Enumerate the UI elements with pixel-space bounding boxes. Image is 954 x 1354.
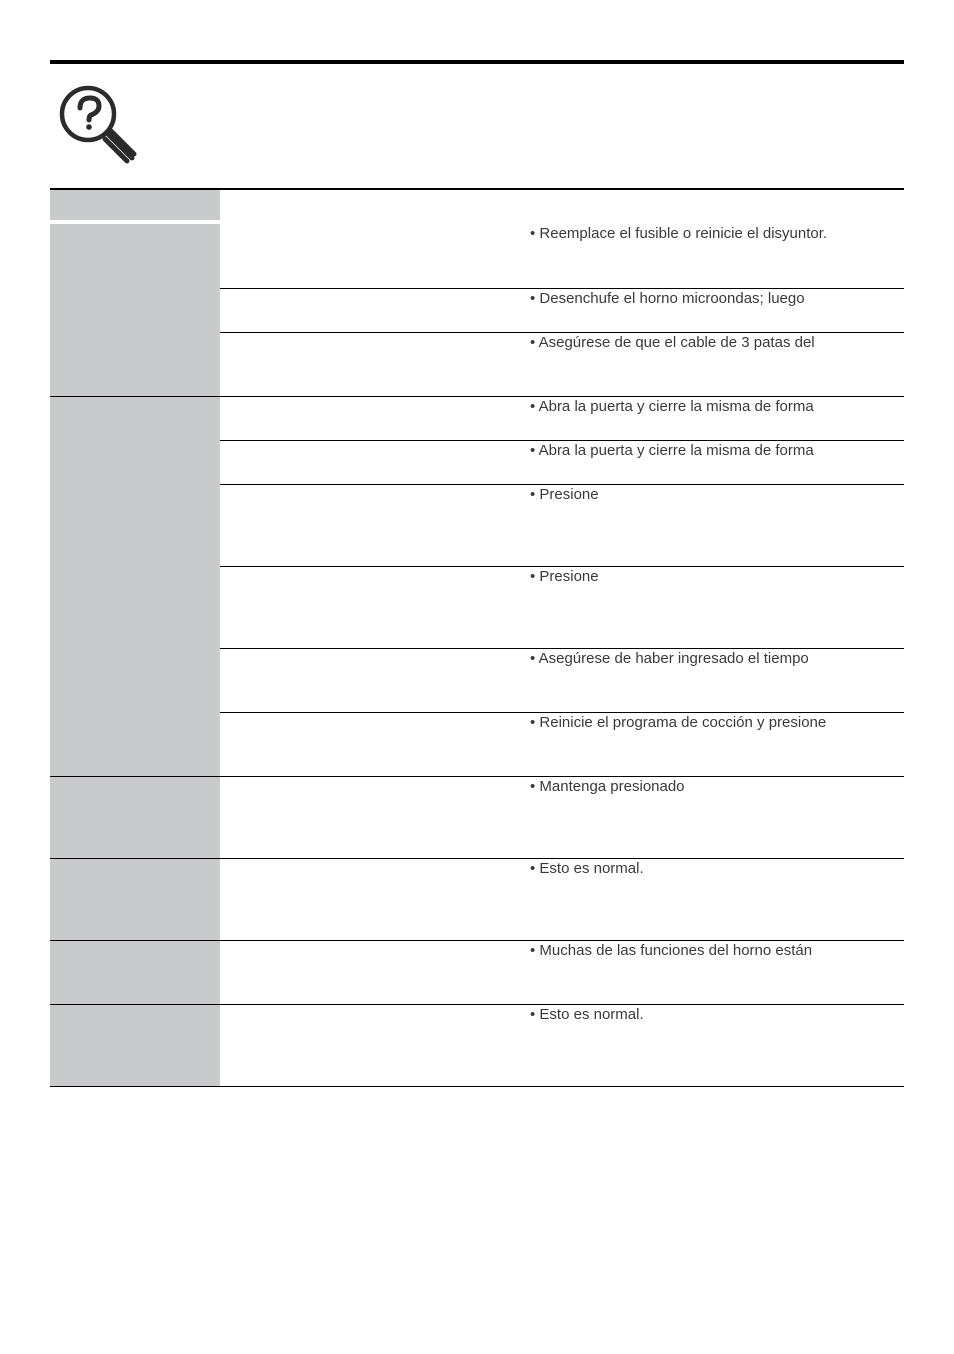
table-row: • Reemplace el fusible o reinicie el dis… xyxy=(50,224,904,288)
fix-cell: • Reinicie el programa de cocción y pres… xyxy=(530,712,904,776)
problem-cell xyxy=(50,940,220,1004)
problem-cell xyxy=(50,224,220,288)
cause-cell xyxy=(220,332,530,396)
header-cause-fix-col xyxy=(220,190,904,220)
problem-cell xyxy=(50,648,220,712)
table-row: • Abra la puerta y cierre la misma de fo… xyxy=(50,440,904,484)
table-row: • Reinicie el programa de cocción y pres… xyxy=(50,712,904,776)
title-area xyxy=(50,84,904,182)
problem-cell xyxy=(50,566,220,648)
cause-cell xyxy=(220,440,530,484)
problem-cell xyxy=(50,484,220,566)
problem-cell xyxy=(50,858,220,940)
table-row: • Esto es normal. xyxy=(50,1004,904,1086)
table-row: • Presione xyxy=(50,484,904,566)
fix-cell: • Reemplace el fusible o reinicie el dis… xyxy=(530,224,904,288)
table-row: • Esto es normal. xyxy=(50,858,904,940)
cause-cell xyxy=(220,484,530,566)
table-row: • Muchas de las funciones del horno está… xyxy=(50,940,904,1004)
troubleshooting-table: • Reemplace el fusible o reinicie el dis… xyxy=(50,224,904,1087)
table-row: • Asegúrese de haber ingresado el tiempo xyxy=(50,648,904,712)
cause-cell xyxy=(220,396,530,440)
table-row: • Mantenga presionado xyxy=(50,776,904,858)
table-row: • Desenchufe el horno microondas; luego xyxy=(50,288,904,332)
fix-cell: • Esto es normal. xyxy=(530,1004,904,1086)
cause-cell xyxy=(220,288,530,332)
fix-cell: • Asegúrese de haber ingresado el tiempo xyxy=(530,648,904,712)
fix-cell: • Abra la puerta y cierre la misma de fo… xyxy=(530,396,904,440)
problem-cell xyxy=(50,1004,220,1086)
problem-cell xyxy=(50,440,220,484)
fix-cell: • Mantenga presionado xyxy=(530,776,904,858)
header-problem-col xyxy=(50,190,220,220)
fix-cell: • Desenchufe el horno microondas; luego xyxy=(530,288,904,332)
fix-cell: • Presione xyxy=(530,484,904,566)
table-row: • Abra la puerta y cierre la misma de fo… xyxy=(50,396,904,440)
problem-cell xyxy=(50,396,220,440)
cause-cell xyxy=(220,858,530,940)
table-header-row xyxy=(50,190,904,220)
table-row: • Presione xyxy=(50,566,904,648)
fix-cell: • Presione xyxy=(530,566,904,648)
problem-cell xyxy=(50,332,220,396)
cause-cell xyxy=(220,224,530,288)
table-row: • Asegúrese de que el cable de 3 patas d… xyxy=(50,332,904,396)
page-container: • Reemplace el fusible o reinicie el dis… xyxy=(50,60,904,1087)
cause-cell xyxy=(220,566,530,648)
cause-cell xyxy=(220,712,530,776)
problem-cell xyxy=(50,288,220,332)
problem-cell xyxy=(50,776,220,858)
cause-cell xyxy=(220,776,530,858)
fix-cell: • Esto es normal. xyxy=(530,858,904,940)
fix-cell: • Asegúrese de que el cable de 3 patas d… xyxy=(530,332,904,396)
cause-cell xyxy=(220,648,530,712)
cause-cell xyxy=(220,1004,530,1086)
cause-cell xyxy=(220,940,530,1004)
fix-cell: • Muchas de las funciones del horno está… xyxy=(530,940,904,1004)
fix-cell: • Abra la puerta y cierre la misma de fo… xyxy=(530,440,904,484)
question-magnifier-icon xyxy=(54,84,140,183)
problem-cell xyxy=(50,712,220,776)
